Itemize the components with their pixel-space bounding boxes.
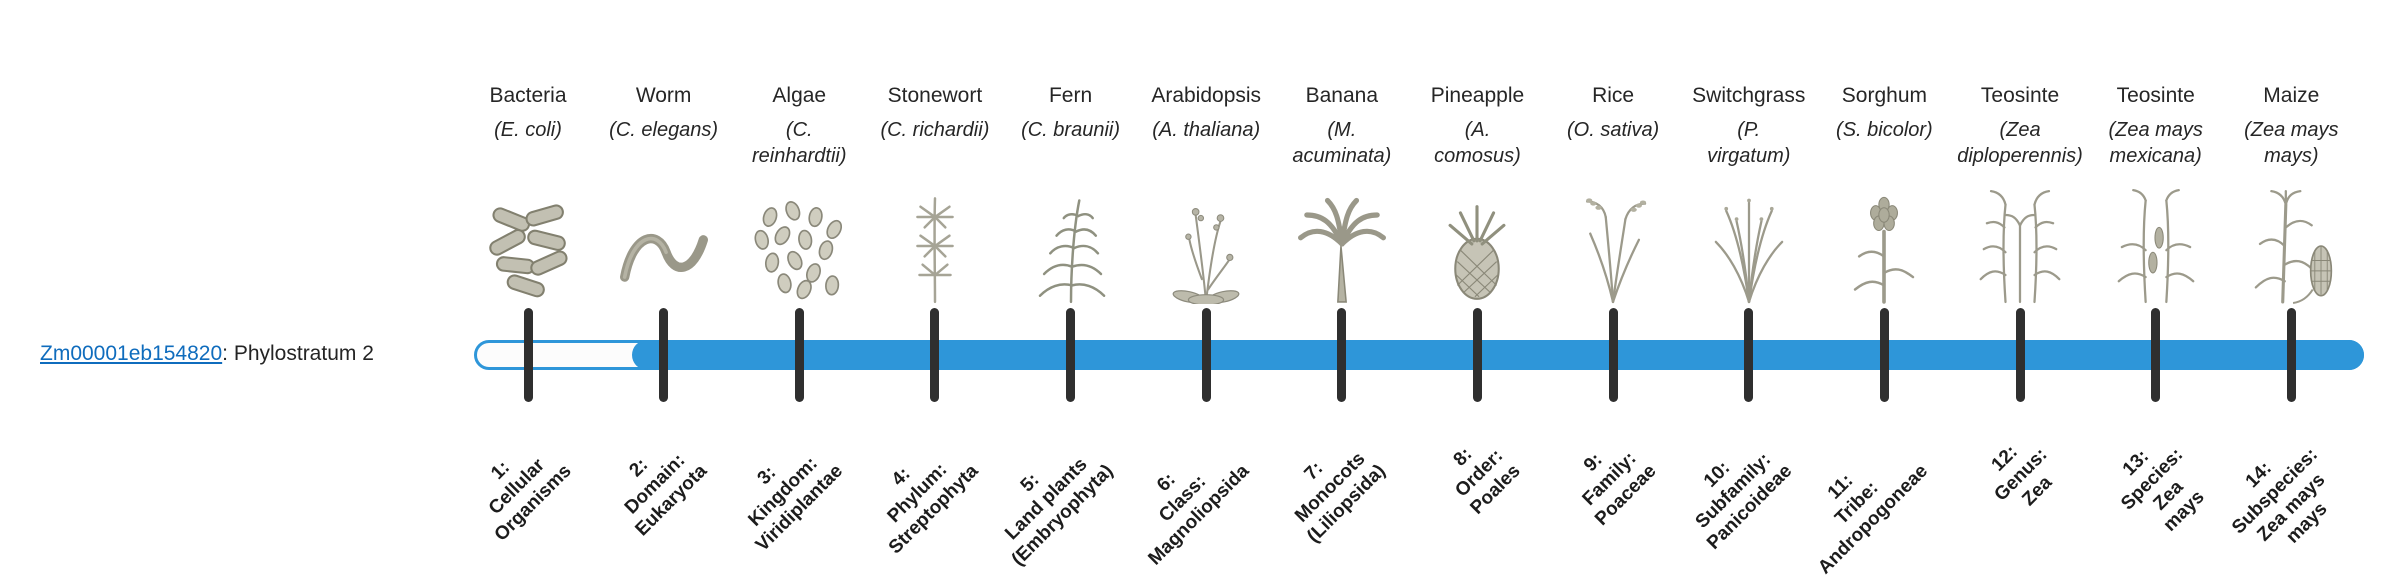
algae-icon	[734, 174, 864, 304]
organism-name: Worm	[635, 84, 692, 107]
stratum-label: 11: Tribe: Andropogoneae	[1781, 428, 1932, 579]
organism-scientific-name-line: (A.	[1464, 119, 1491, 141]
organism-name: Maize	[2263, 84, 2320, 107]
organism-scientific-name-line: reinhardtii)	[752, 145, 847, 167]
organism-scientific-name: (C. braunii)	[976, 117, 1166, 143]
organism-name: Banana	[1305, 84, 1379, 107]
organism-scientific-name-line: virgatum)	[1707, 145, 1791, 167]
rice-icon	[1548, 174, 1678, 304]
organism-scientific-name-line: (C.	[785, 119, 813, 141]
organism-name: Teosinte	[2116, 84, 2195, 107]
bacteria-icon	[463, 174, 593, 304]
stratum-label: 14: Subspecies: Zea mays mays	[2212, 428, 2356, 572]
timeline-tick	[1744, 308, 1754, 402]
organism-scientific-name-line: (A. thaliana)	[1152, 119, 1261, 141]
organism-scientific-name-line: acuminata)	[1292, 145, 1392, 167]
stonewort-icon	[870, 174, 1000, 304]
organism-scientific-name: (A. comosus)	[1382, 117, 1572, 169]
stratum-label: 2: Domain: Eukaryota	[599, 428, 712, 541]
fern-icon	[1006, 174, 1136, 304]
organism-scientific-name-line: comosus)	[1434, 145, 1521, 167]
organism-name: Switchgrass	[1692, 84, 1806, 107]
organism-scientific-name: (P. virgatum)	[1654, 117, 1844, 169]
organism-scientific-name: (M. acuminata)	[1247, 117, 1437, 169]
stratum-label: 8: Order: Poales	[1434, 428, 1526, 520]
timeline-tick	[2015, 308, 2025, 402]
stratum-label: 10: Subfamily: Panicoideae	[1670, 428, 1797, 555]
timeline-tick	[1201, 308, 1211, 402]
switchgrass-icon	[1684, 174, 1814, 304]
timeline-tick	[1337, 308, 1347, 402]
timeline-tick	[1879, 308, 1889, 402]
organism-name: Sorghum	[1841, 84, 1927, 107]
timeline-tick	[2286, 308, 2296, 402]
organism-name: Fern	[1048, 84, 1093, 107]
stratum-label: 4: Phylum: Streptophyta	[852, 428, 983, 559]
teosinte-diploperennis-icon	[1955, 174, 2085, 304]
organism-scientific-name-line: (O. sativa)	[1566, 119, 1660, 141]
organism-scientific-name: (Zea diploperennis)	[1925, 117, 2115, 169]
organism-scientific-name-line: diploperennis)	[1957, 145, 2083, 167]
timeline-tick	[2151, 308, 2161, 402]
organism-scientific-name-line: (Zea mays	[2244, 119, 2339, 141]
stratum-label: 5: Land plants (Embryophyta)	[976, 428, 1119, 571]
organism-scientific-name-line: (E. coli)	[494, 119, 562, 141]
organism-name: Pineapple	[1430, 84, 1525, 107]
timeline-tick	[1066, 308, 1076, 402]
timeline-tick	[1472, 308, 1482, 402]
organism-name: Teosinte	[1980, 84, 2060, 107]
organism-scientific-name-line: (M.	[1327, 119, 1357, 141]
organism-scientific-name-line: (C. elegans)	[609, 119, 719, 141]
stratum-label: 1: Cellular Organisms	[458, 428, 577, 547]
organism-name: Stonewort	[887, 84, 983, 107]
organism-scientific-name-line: (P.	[1737, 119, 1761, 141]
banana-icon	[1277, 174, 1407, 304]
stratum-label: 13: Species: Zea mays	[2100, 428, 2220, 548]
organism-scientific-name: (A. thaliana)	[1111, 117, 1301, 143]
gene-phylostratum-text: : Phylostratum 2	[222, 342, 374, 365]
worm-icon	[599, 174, 729, 304]
organism-name: Arabidopsis	[1151, 84, 1262, 107]
organism-scientific-name: (Zea mays mays)	[2196, 117, 2386, 169]
gene-label: Zm00001eb154820: Phylostratum 2	[40, 342, 374, 366]
timeline-tick	[659, 308, 669, 402]
teosinte-mexicana-icon	[2091, 174, 2221, 304]
organism-scientific-name: (S. bicolor)	[1789, 117, 1979, 143]
timeline-tick	[930, 308, 940, 402]
organism-scientific-name-line: (C. braunii)	[1021, 119, 1120, 141]
stratum-label: 6: Class: Magnoliopsida	[1112, 428, 1254, 570]
stratum-label: 12: Genus: Zea	[1974, 428, 2069, 523]
timeline-tick	[523, 308, 533, 402]
gene-id-link[interactable]: Zm00001eb154820	[40, 342, 223, 365]
timeline-fill	[631, 340, 2364, 370]
organism-scientific-name-line: (Zea	[1999, 119, 2041, 141]
sorghum-icon	[1819, 174, 1949, 304]
timeline-tick	[794, 308, 804, 402]
organism-scientific-name: (E. coli)	[433, 117, 623, 143]
organism-scientific-name-line: mays)	[2264, 145, 2319, 167]
organism-scientific-name: (O. sativa)	[1518, 117, 1708, 143]
organism-scientific-name-line: (Zea mays	[2108, 119, 2203, 141]
arabidopsis-icon	[1141, 174, 1271, 304]
organism-scientific-name: (C. elegans)	[569, 117, 759, 143]
organism-scientific-name-line: mexicana)	[2109, 145, 2202, 167]
organism-scientific-name: (C. richardii)	[840, 117, 1030, 143]
maize-icon	[2226, 174, 2356, 304]
stratum-label: 3: Kingdom: Viridiplantae	[719, 428, 848, 557]
organism-scientific-name-line: (S. bicolor)	[1836, 119, 1933, 141]
organism-name: Bacteria	[489, 84, 567, 107]
stratum-label: 7: Monocots (Liliopsida)	[1270, 428, 1390, 548]
organism-scientific-name-line: (C. richardii)	[880, 119, 990, 141]
pineapple-icon	[1412, 174, 1542, 304]
organism-name: Rice	[1592, 84, 1635, 107]
timeline-tick	[1608, 308, 1618, 402]
organism-scientific-name: (Zea mays mexicana)	[2061, 117, 2251, 169]
organism-name: Algae	[772, 84, 827, 107]
stratum-label: 9: Family: Poaceae	[1559, 428, 1662, 531]
organism-scientific-name: (C. reinhardtii)	[704, 117, 894, 169]
